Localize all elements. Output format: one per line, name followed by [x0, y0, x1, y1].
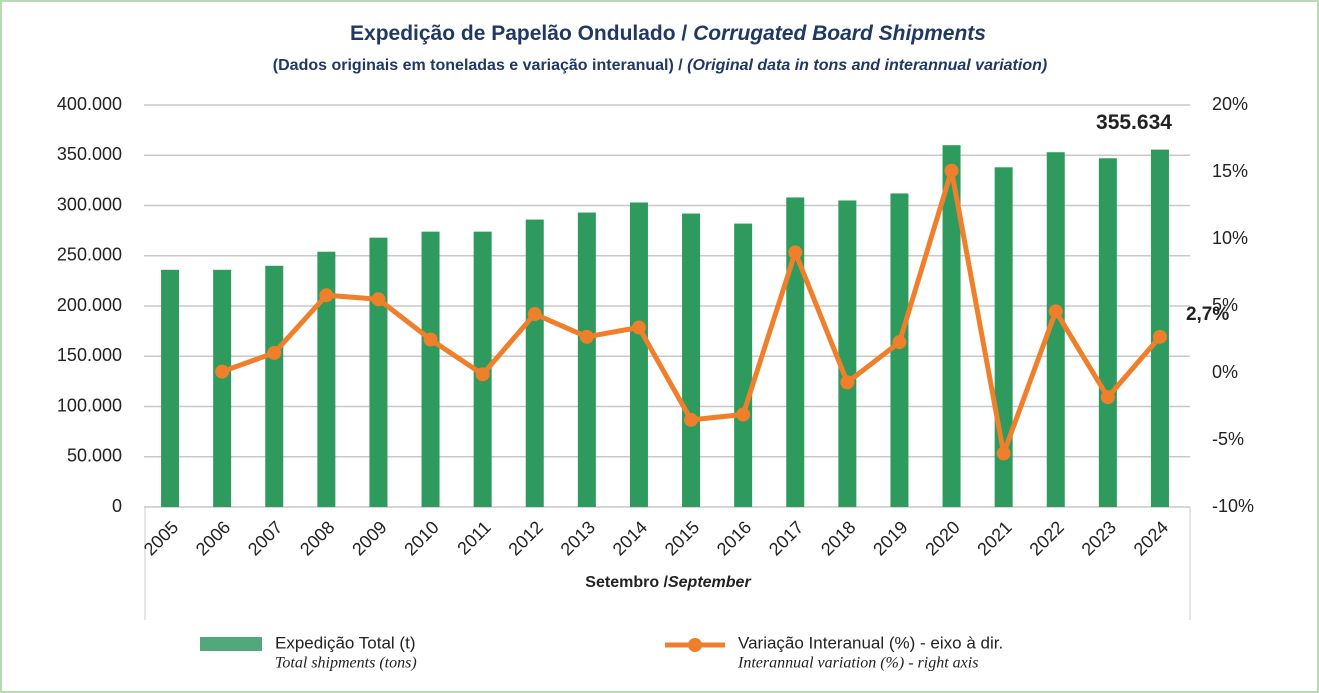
chart-title-group: Expedição de Papelão Ondulado / Corrugat…: [350, 22, 986, 45]
bar: [1098, 158, 1117, 507]
y2-tick-label: 10%: [1212, 228, 1248, 248]
bar: [265, 265, 284, 507]
chart-title-en: Corrugated Board Shipments: [693, 22, 986, 45]
y2-tick-label: 5%: [1212, 295, 1238, 315]
line-marker: [944, 163, 959, 178]
y-tick-label: 250.000: [57, 245, 122, 265]
bar: [421, 231, 440, 507]
x-axis-label-group: Setembro /September: [585, 574, 751, 591]
line-marker: [996, 446, 1011, 461]
axis-frame: [144, 507, 1191, 620]
y-tick-label: 300.000: [57, 194, 122, 214]
bar: [786, 197, 805, 507]
y-tick-label: 150.000: [57, 345, 122, 365]
legend-marker: [688, 638, 702, 652]
bar: [1046, 152, 1065, 508]
legend-label-en: Interannual variation (%) - right axis: [737, 655, 978, 672]
y-tick-label: 200.000: [57, 295, 122, 315]
line-marker: [631, 320, 646, 335]
line-marker: [215, 364, 230, 379]
legend-label: Expedição Total (t): [275, 633, 415, 652]
legend-swatch: [200, 637, 262, 651]
y-tick-label: 50.000: [67, 446, 122, 466]
y2-tick-label: 15%: [1212, 161, 1248, 181]
legend-label-en: Total shipments (tons): [275, 655, 417, 672]
line-marker: [684, 412, 699, 427]
y-tick-label: 0: [112, 496, 122, 516]
y2-tick-label: 20%: [1212, 94, 1248, 114]
line-marker: [319, 288, 334, 303]
bar: [317, 251, 336, 507]
bar: [734, 223, 753, 507]
y2-tick-label: -10%: [1212, 496, 1254, 516]
bar: [682, 213, 701, 508]
y-tick-label: 400.000: [57, 94, 122, 114]
line-marker: [1152, 329, 1167, 344]
x-axis-label: Setembro /: [585, 574, 668, 591]
bar: [838, 200, 857, 507]
line-marker: [1100, 390, 1115, 405]
bar: [1150, 149, 1169, 507]
line-marker: [267, 345, 282, 360]
bar: [369, 237, 388, 507]
bar: [942, 145, 961, 507]
line-marker: [579, 329, 594, 344]
line-marker: [527, 307, 542, 322]
bar: [213, 269, 232, 507]
line-marker: [1048, 304, 1063, 319]
chart-subtitle-group: (Dados originais em toneladas e variação…: [273, 57, 1047, 74]
bar: [577, 212, 596, 507]
data-label: 355.634: [1096, 111, 1172, 134]
line-marker: [892, 335, 907, 350]
data-label: 2,7%: [1186, 304, 1229, 325]
chart-subtitle: (Dados originais em toneladas e variação…: [273, 57, 683, 74]
bar: [525, 219, 544, 507]
chart-title: Expedição de Papelão Ondulado /: [350, 22, 687, 45]
line-marker: [736, 407, 751, 422]
x-axis-label-en: September: [668, 574, 751, 591]
y2-tick-label: -5%: [1212, 429, 1244, 449]
line-marker: [475, 367, 490, 382]
line-marker: [840, 375, 855, 390]
y-tick-label: 100.000: [57, 395, 122, 415]
line-marker: [788, 245, 803, 260]
chart-subtitle-en: (Original data in tons and interannual v…: [687, 57, 1047, 74]
bar: [161, 269, 180, 507]
legend-label: Variação Interanual (%) - eixo à dir.: [738, 633, 1003, 652]
y-tick-label: 350.000: [57, 144, 122, 164]
y2-tick-label: 0%: [1212, 362, 1238, 382]
bar: [890, 193, 909, 507]
line-marker: [423, 332, 438, 347]
bar: [629, 202, 648, 508]
line-marker: [371, 292, 386, 307]
